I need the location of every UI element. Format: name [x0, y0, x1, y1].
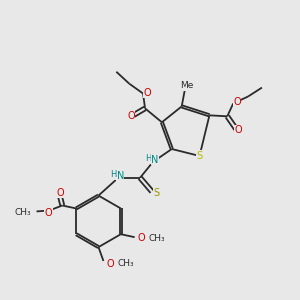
Text: O: O [106, 259, 114, 269]
Text: O: O [128, 111, 135, 121]
Text: S: S [196, 151, 202, 161]
Text: O: O [234, 125, 242, 135]
Text: O: O [233, 98, 241, 107]
Text: CH₃: CH₃ [148, 234, 165, 243]
Text: O: O [45, 208, 52, 218]
Text: Me: Me [180, 81, 193, 90]
Text: O: O [143, 88, 151, 98]
Text: N: N [117, 171, 124, 181]
Text: S: S [154, 188, 160, 198]
Text: N: N [151, 155, 159, 165]
Text: O: O [56, 188, 64, 198]
Text: CH₃: CH₃ [15, 208, 31, 217]
Text: CH₃: CH₃ [117, 260, 134, 268]
Text: H: H [146, 154, 152, 164]
Text: O: O [138, 233, 145, 243]
Text: H: H [110, 170, 116, 179]
